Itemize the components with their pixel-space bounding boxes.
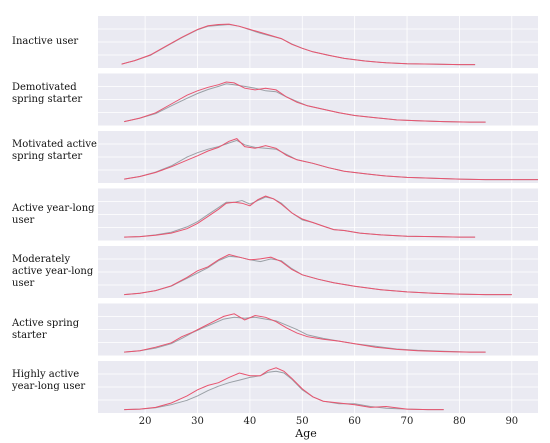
- panel: [98, 73, 538, 126]
- panel: [98, 188, 538, 241]
- x-tick-label: 70: [401, 416, 414, 427]
- panel-label: Active year-long user: [12, 202, 95, 226]
- panel-label: Active spring starter: [12, 317, 80, 341]
- series-line-red: [124, 367, 444, 411]
- panel-label: Inactive user: [12, 36, 79, 47]
- x-tick-label: 80: [453, 416, 466, 427]
- x-axis-label: Age: [294, 427, 317, 440]
- x-tick-label: 90: [505, 416, 518, 427]
- series-line-red: [124, 313, 486, 353]
- x-tick-label: 40: [244, 416, 257, 427]
- x-tick-label: 60: [348, 416, 361, 427]
- series-line-red: [124, 253, 512, 296]
- panel: [98, 246, 538, 298]
- panel: [98, 303, 538, 356]
- panel-label: Motivated active spring starter: [12, 139, 97, 162]
- panel: [98, 361, 538, 413]
- panel-label: Moderately active year-long user: [12, 254, 94, 289]
- panel-label: Demotivated spring starter: [12, 81, 83, 105]
- panel: [98, 131, 538, 183]
- series-line-red: [124, 138, 538, 181]
- series-line-red: [124, 81, 486, 123]
- series-line-gray: [124, 370, 444, 411]
- panel: [98, 16, 538, 68]
- series-line-red: [124, 195, 476, 238]
- x-tick-label: 30: [191, 416, 204, 427]
- x-tick-label: 50: [296, 416, 309, 427]
- x-axis: 20 30 40 50 60 70 80 90: [139, 416, 518, 427]
- panel-label: Highly active year-long user: [12, 369, 86, 392]
- series-line-red: [121, 23, 476, 66]
- x-tick-label: 20: [139, 416, 152, 427]
- panels-group: [98, 16, 538, 413]
